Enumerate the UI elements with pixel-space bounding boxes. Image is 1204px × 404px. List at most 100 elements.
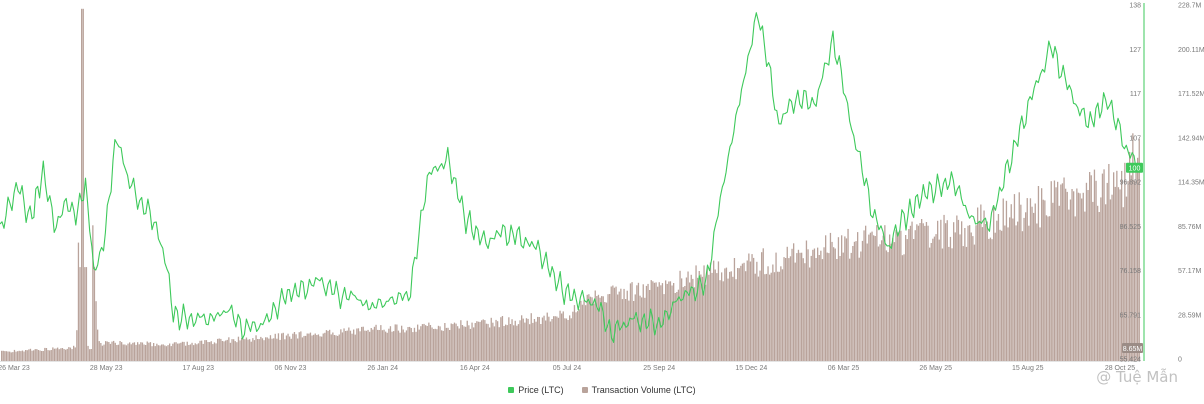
volume-bar bbox=[557, 317, 560, 361]
volume-bar bbox=[297, 338, 299, 361]
volume-bar bbox=[106, 341, 108, 361]
volume-bar bbox=[1041, 188, 1043, 361]
volume-bar bbox=[554, 316, 556, 361]
volume-bar bbox=[343, 328, 345, 361]
volume-bar bbox=[778, 271, 780, 361]
volume-bar bbox=[10, 352, 12, 361]
volume-bar bbox=[450, 323, 452, 361]
volume-bar bbox=[308, 333, 310, 361]
volume-bar bbox=[546, 312, 548, 361]
volume-bar bbox=[818, 255, 820, 361]
volume-bar bbox=[833, 247, 835, 361]
volume-bar bbox=[170, 346, 172, 361]
volume-bar bbox=[741, 263, 744, 361]
volume-bar bbox=[591, 297, 593, 361]
volume-bar bbox=[972, 236, 974, 361]
volume-bar bbox=[210, 341, 212, 361]
volume-bar bbox=[989, 237, 992, 361]
x-tick-label: 06 Mar 25 bbox=[828, 365, 860, 372]
volume-bar bbox=[237, 336, 240, 361]
volume-bar bbox=[593, 303, 595, 361]
current-price-badge bbox=[1126, 162, 1143, 173]
volume-bar bbox=[625, 299, 627, 361]
volume-bar bbox=[511, 319, 513, 361]
volume-bar bbox=[719, 280, 721, 361]
volume-bar bbox=[1095, 180, 1097, 361]
x-tick-label: 05 Jul 24 bbox=[553, 365, 582, 372]
volume-bar bbox=[1025, 212, 1027, 361]
volume-bar bbox=[1127, 180, 1129, 361]
volume-bar bbox=[365, 330, 368, 361]
volume-bar bbox=[967, 225, 969, 361]
volume-bar bbox=[1108, 164, 1110, 361]
volume-bar bbox=[791, 248, 793, 361]
volume-bar bbox=[788, 258, 790, 361]
volume-bar bbox=[197, 343, 200, 361]
volume-bar bbox=[393, 331, 395, 361]
volume-bar bbox=[1031, 206, 1033, 361]
volume-bar bbox=[52, 347, 54, 361]
volume-bar bbox=[298, 332, 300, 361]
legend-item-price[interactable]: Price (LTC) bbox=[508, 385, 564, 395]
price-line bbox=[0, 12, 1141, 343]
volume-bar bbox=[9, 351, 11, 361]
volume-bar bbox=[969, 225, 971, 361]
volume-bar bbox=[570, 318, 572, 361]
volume-tick-label: 171.52M bbox=[1178, 91, 1204, 98]
volume-bar bbox=[433, 329, 435, 361]
volume-bar bbox=[538, 317, 540, 361]
volume-bar bbox=[167, 345, 169, 361]
volume-bar bbox=[781, 269, 784, 361]
volume-bar bbox=[1004, 225, 1006, 361]
volume-bar bbox=[530, 313, 532, 361]
volume-bar bbox=[1082, 192, 1084, 361]
x-tick-label: 26 Mar 23 bbox=[0, 365, 30, 372]
volume-bar bbox=[908, 229, 910, 361]
volume-bar bbox=[108, 342, 110, 361]
volume-bar bbox=[204, 340, 206, 361]
volume-bar bbox=[1077, 192, 1080, 361]
volume-bar bbox=[458, 328, 460, 361]
volume-bar bbox=[685, 277, 688, 361]
volume-bar bbox=[292, 333, 294, 361]
volume-bar bbox=[111, 341, 113, 361]
volume-bar bbox=[69, 347, 72, 361]
volume-bar bbox=[1021, 231, 1024, 361]
volume-bar bbox=[962, 246, 964, 361]
volume-bar bbox=[1071, 189, 1073, 361]
volume-bar bbox=[559, 310, 561, 361]
volume-bar bbox=[209, 342, 211, 361]
volume-bar bbox=[1028, 225, 1030, 361]
volume-bar bbox=[844, 236, 846, 361]
volume-bar bbox=[1005, 200, 1008, 361]
volume-bar bbox=[28, 349, 30, 361]
volume-bar bbox=[980, 204, 982, 361]
volume-bar bbox=[492, 322, 494, 361]
legend-item-volume[interactable]: Transaction Volume (LTC) bbox=[581, 385, 696, 395]
volume-bar bbox=[837, 237, 840, 361]
volume-bar bbox=[578, 309, 580, 361]
volume-bar bbox=[621, 299, 624, 361]
volume-bar bbox=[650, 280, 652, 361]
volume-tick-label: 85.76M bbox=[1178, 224, 1202, 231]
volume-bar bbox=[95, 301, 97, 361]
volume-bar bbox=[125, 345, 128, 361]
volume-bar bbox=[455, 323, 457, 361]
volume-bar bbox=[263, 340, 265, 361]
volume-bar bbox=[575, 312, 577, 361]
price-tick-label: 107 bbox=[1129, 135, 1141, 142]
volume-bar bbox=[772, 264, 774, 361]
volume-bar bbox=[786, 246, 788, 361]
volume-bar bbox=[449, 330, 451, 361]
volume-bar bbox=[589, 296, 592, 361]
volume-bar bbox=[503, 326, 505, 361]
current-volume-badge bbox=[1122, 343, 1143, 353]
volume-bar bbox=[58, 349, 60, 361]
volume-bar bbox=[337, 335, 339, 361]
volume-bar bbox=[87, 345, 89, 361]
volume-bar bbox=[1042, 199, 1044, 361]
volume-bar bbox=[945, 223, 947, 361]
volume-bar bbox=[761, 252, 763, 361]
volume-bar bbox=[877, 246, 880, 361]
volume-bar bbox=[610, 286, 612, 361]
